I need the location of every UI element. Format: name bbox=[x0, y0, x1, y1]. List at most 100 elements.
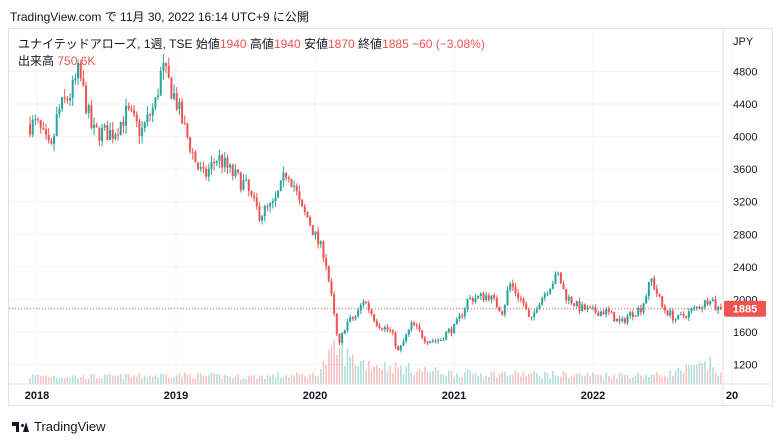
candle bbox=[634, 314, 637, 317]
volume-bar bbox=[98, 378, 101, 384]
volume-bar bbox=[42, 375, 45, 384]
candle bbox=[567, 294, 570, 305]
volume-bar bbox=[589, 376, 591, 384]
candle bbox=[533, 309, 536, 321]
tradingview-logo-icon bbox=[12, 421, 29, 432]
candle bbox=[114, 132, 117, 141]
volume-bar bbox=[546, 373, 549, 384]
volume-bar bbox=[685, 364, 688, 384]
candle bbox=[39, 119, 42, 134]
volume-bar bbox=[317, 376, 319, 384]
volume-bar bbox=[45, 375, 47, 384]
candle bbox=[682, 311, 685, 319]
volume-bar bbox=[584, 375, 586, 384]
candle bbox=[562, 280, 565, 290]
volume-bar bbox=[648, 376, 650, 384]
candle bbox=[538, 302, 541, 310]
candle bbox=[125, 98, 128, 135]
volume-bar bbox=[501, 372, 503, 384]
candle bbox=[623, 317, 626, 325]
volume-bar bbox=[600, 375, 602, 384]
candle bbox=[159, 66, 162, 97]
candle bbox=[47, 127, 50, 144]
candle bbox=[237, 168, 240, 175]
candle bbox=[506, 286, 509, 306]
candle bbox=[386, 324, 389, 332]
candle bbox=[519, 295, 522, 303]
candle bbox=[495, 295, 498, 309]
volume-value: 750.6K bbox=[57, 54, 96, 68]
volume-bar bbox=[303, 376, 306, 384]
candle bbox=[266, 203, 269, 212]
volume-bar bbox=[223, 374, 226, 384]
volume-bar bbox=[544, 371, 546, 384]
candle bbox=[245, 174, 248, 182]
volume-bar bbox=[101, 378, 103, 384]
volume-bar bbox=[413, 374, 415, 384]
volume-bar bbox=[394, 362, 397, 384]
candle bbox=[253, 191, 256, 202]
volume-bar bbox=[714, 372, 717, 384]
footer-brand[interactable]: TradingView bbox=[12, 419, 106, 434]
volume-bar bbox=[95, 378, 98, 384]
candle bbox=[479, 292, 482, 300]
volume-bar bbox=[701, 363, 704, 384]
volume-bar bbox=[613, 374, 615, 384]
candle bbox=[98, 127, 101, 147]
volume-bar bbox=[143, 375, 146, 384]
candle bbox=[119, 121, 122, 136]
candle bbox=[311, 224, 314, 236]
volume-bar bbox=[485, 376, 487, 384]
volume-bar bbox=[570, 376, 573, 384]
volume-bar bbox=[258, 375, 261, 384]
volume-bar bbox=[616, 378, 618, 384]
candle bbox=[69, 93, 72, 106]
candles bbox=[29, 53, 722, 353]
candle bbox=[133, 105, 136, 118]
volume-bar bbox=[178, 373, 181, 384]
volume-bar bbox=[410, 372, 413, 384]
volume-bar bbox=[661, 376, 663, 384]
candle bbox=[543, 291, 546, 302]
candle bbox=[407, 329, 410, 337]
volume-bar bbox=[237, 374, 239, 384]
candle bbox=[693, 305, 696, 312]
volume-bar bbox=[493, 370, 495, 384]
candle bbox=[690, 307, 693, 314]
candle bbox=[90, 100, 93, 130]
volume-bar bbox=[392, 373, 394, 384]
candle bbox=[138, 118, 141, 145]
y-tick-label: 1200 bbox=[733, 360, 757, 372]
volume-bar bbox=[581, 375, 583, 384]
volume-bar bbox=[322, 360, 325, 384]
candle bbox=[655, 284, 658, 298]
volume-bar bbox=[488, 376, 490, 384]
volume-bar bbox=[298, 374, 301, 384]
candle bbox=[525, 301, 528, 310]
candle bbox=[197, 161, 200, 171]
volume-bar bbox=[538, 375, 541, 384]
candle bbox=[165, 62, 168, 74]
volume-bar bbox=[482, 377, 485, 384]
volume-bar bbox=[311, 372, 314, 384]
volume-bar bbox=[578, 373, 581, 384]
candle bbox=[349, 314, 352, 323]
volume-bar bbox=[562, 371, 565, 384]
volume-bar bbox=[82, 374, 85, 384]
volume-bar bbox=[434, 366, 437, 384]
candle bbox=[181, 98, 184, 124]
volume-bar bbox=[301, 373, 303, 384]
volume-bar bbox=[109, 374, 111, 384]
volume-bar bbox=[218, 374, 221, 384]
volume-legend: 出来高 750.6K bbox=[18, 52, 95, 69]
volume-bar bbox=[149, 375, 151, 384]
volume-bar bbox=[682, 372, 685, 384]
volume-bar bbox=[79, 377, 82, 384]
candle bbox=[135, 111, 138, 128]
candle bbox=[167, 57, 170, 79]
candle bbox=[402, 338, 405, 347]
candle bbox=[498, 306, 501, 312]
candle bbox=[559, 271, 562, 284]
candle bbox=[618, 315, 621, 325]
